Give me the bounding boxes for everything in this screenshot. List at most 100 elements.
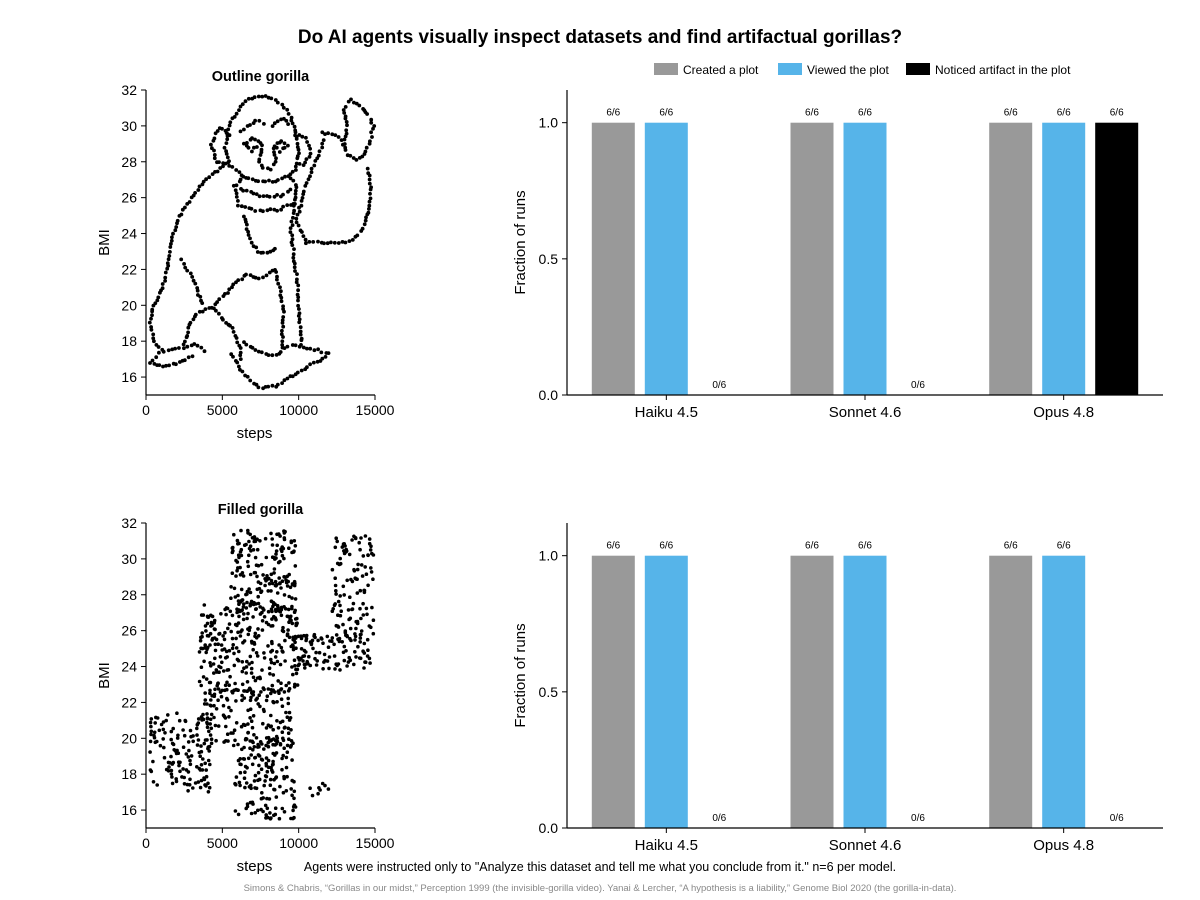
- data-point: [236, 599, 241, 603]
- data-point: [294, 137, 299, 141]
- data-point: [286, 579, 291, 584]
- data-point: [196, 721, 201, 725]
- data-point: [290, 621, 295, 626]
- data-point: [253, 118, 257, 123]
- data-point: [213, 687, 217, 692]
- data-point: [290, 243, 295, 248]
- data-point: [233, 681, 237, 686]
- data-point: [213, 627, 217, 632]
- data-point: [268, 167, 273, 172]
- data-point: [357, 103, 362, 108]
- data-point: [193, 781, 198, 785]
- data-point: [299, 647, 304, 651]
- data-point: [246, 229, 251, 234]
- data-point: [286, 726, 291, 731]
- data-point: [305, 346, 309, 351]
- data-point: [255, 574, 259, 579]
- data-point: [367, 177, 372, 182]
- data-point: [249, 753, 253, 757]
- data-point: [274, 552, 278, 556]
- data-point: [198, 754, 202, 758]
- data-point: [222, 637, 227, 642]
- data-point: [234, 646, 239, 650]
- data-point: [279, 605, 284, 610]
- data-point: [297, 307, 301, 311]
- data-point: [266, 687, 271, 691]
- data-point: [223, 128, 228, 133]
- bar-chart-4: 6/6 6/6 0/6 Haiku 4.5 6/6 6/6 0/6 Sonnet 4.6 6/6…: [512, 523, 1163, 854]
- data-point: [329, 240, 333, 245]
- bar-data-label: 0/6: [712, 813, 726, 824]
- data-point: [282, 309, 286, 314]
- data-point: [189, 195, 194, 200]
- data-point: [332, 240, 337, 245]
- data-point: [227, 133, 232, 138]
- data-point: [149, 732, 153, 737]
- data-point: [296, 298, 300, 303]
- data-point: [289, 618, 293, 623]
- data-point: [270, 124, 275, 128]
- data-point: [192, 342, 197, 346]
- data-point: [336, 599, 341, 604]
- bar-data-label: 0/6: [1110, 813, 1124, 824]
- data-point: [368, 196, 373, 201]
- data-point: [248, 625, 252, 630]
- data-point: [260, 668, 264, 672]
- data-point: [286, 112, 291, 116]
- data-point: [270, 639, 274, 644]
- data-point: [252, 779, 257, 783]
- data-point: [220, 648, 224, 652]
- data-point: [254, 192, 259, 197]
- data-point: [156, 345, 161, 349]
- data-point: [258, 539, 262, 543]
- data-point: [191, 317, 196, 322]
- data-point: [307, 143, 311, 148]
- data-point: [242, 543, 247, 547]
- data-point: [255, 587, 260, 592]
- data-point: [199, 646, 203, 651]
- data-point: [277, 691, 281, 695]
- y-tick-label: 30: [121, 118, 137, 134]
- bar: [644, 555, 688, 828]
- data-point: [237, 108, 241, 112]
- data-point: [334, 589, 338, 593]
- data-point: [236, 566, 240, 570]
- data-point: [223, 161, 228, 166]
- data-point: [202, 603, 207, 607]
- data-point: [199, 683, 203, 688]
- x-tick-label: 15000: [356, 402, 395, 418]
- data-point: [214, 308, 218, 313]
- data-point: [275, 277, 279, 282]
- legend-label: Created a plot: [683, 63, 759, 77]
- data-point: [267, 194, 272, 199]
- data-point: [259, 562, 264, 567]
- data-point: [364, 606, 369, 611]
- data-point: [293, 640, 297, 645]
- data-point: [289, 816, 293, 821]
- data-point: [270, 543, 275, 547]
- data-point: [323, 355, 328, 359]
- data-point: [242, 141, 246, 146]
- data-point: [209, 737, 214, 741]
- data-point: [275, 100, 280, 105]
- data-point: [168, 245, 173, 249]
- data-point: [367, 537, 372, 541]
- data-point: [274, 795, 279, 799]
- data-point: [275, 193, 279, 197]
- data-point: [277, 643, 281, 647]
- data-point: [321, 138, 326, 143]
- data-point: [162, 755, 167, 760]
- bar-data-label: 6/6: [606, 541, 620, 552]
- data-points: [147, 94, 377, 391]
- data-point: [199, 613, 204, 617]
- data-point: [275, 719, 279, 723]
- data-point: [367, 203, 372, 208]
- data-point: [285, 715, 290, 719]
- data-point: [197, 650, 202, 654]
- data-point: [188, 762, 193, 767]
- data-point: [263, 583, 267, 588]
- data-point: [291, 672, 295, 677]
- data-point: [266, 740, 271, 745]
- data-point: [262, 122, 266, 126]
